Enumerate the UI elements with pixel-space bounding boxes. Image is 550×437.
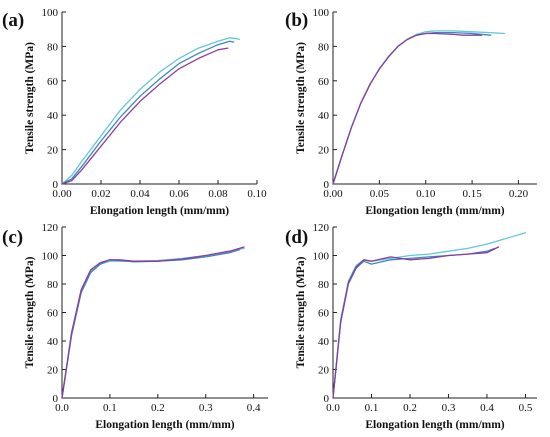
x-axis-label: Elongation length (mm/mm) [365, 205, 504, 217]
y-axis-label: Tensile strength (MPa) [295, 42, 307, 154]
series-line-3 [332, 32, 483, 185]
series-line-1 [61, 37, 241, 185]
y-tick-label: 40 [47, 110, 59, 122]
x-tick-label: 0.02 [91, 188, 110, 200]
y-tick-label: 80 [47, 279, 59, 291]
y-tick-label: 20 [47, 365, 59, 377]
y-tick-label: 120 [313, 222, 330, 234]
series-line-1 [61, 247, 245, 399]
panel-label: (b) [285, 10, 308, 31]
y-tick-label: 60 [47, 76, 59, 88]
y-tick-label: 80 [47, 41, 59, 53]
x-tick-label: 0.2 [151, 402, 165, 414]
x-tick-label: 0.3 [199, 402, 213, 414]
y-tick-label: 40 [318, 336, 330, 348]
y-tick-label: 20 [47, 145, 59, 157]
y-axis-label: Tensile strength (MPa) [24, 42, 36, 154]
x-tick-label: 0.20 [509, 188, 529, 200]
y-tick-label: 60 [318, 308, 330, 320]
x-tick-label: 0.10 [416, 188, 436, 200]
y-axis-label: Tensile strength (MPa) [295, 256, 307, 368]
y-tick-label: 0 [53, 179, 59, 191]
x-tick-label: 0.05 [370, 188, 390, 200]
x-axis-label: Elongation length (mm/mm) [95, 419, 234, 431]
panel-b: (b) 0.00 0.05 0.10 0.15 0.20 0 20 40 60 80 100 Elong… [285, 7, 537, 217]
y-tick-label: 0 [324, 179, 330, 191]
x-axis-label: Elongation length (mm/mm) [90, 205, 229, 217]
x-tick-label: 0.08 [208, 188, 228, 200]
x-tick-label: 0.3 [442, 402, 456, 414]
y-tick-label: 100 [42, 7, 59, 19]
y-tick-label: 40 [318, 110, 330, 122]
x-tick-label: 0.4 [480, 402, 494, 414]
series-line-1 [332, 232, 527, 399]
y-axis-label: Tensile strength (MPa) [24, 256, 36, 368]
y-tick-label: 100 [313, 251, 330, 263]
x-tick-label: 0.2 [403, 402, 417, 414]
series-line-2 [61, 40, 235, 185]
panel-a: (a) 0.00 0.02 0.04 0.06 0.08 0.10 0 20 40 60 80 100 E… [2, 7, 267, 217]
series-line-3 [61, 246, 245, 399]
x-tick-label: 0.06 [169, 188, 189, 200]
y-tick-label: 100 [313, 7, 330, 19]
panel-label: (a) [2, 10, 24, 31]
x-tick-label: 0.0 [326, 402, 340, 414]
y-tick-label: 20 [318, 365, 330, 377]
y-tick-label: 40 [47, 336, 59, 348]
panel-label: (c) [2, 227, 23, 248]
y-tick-label: 120 [42, 222, 59, 234]
x-tick-label: 0.00 [52, 188, 72, 200]
y-tick-label: 60 [47, 308, 59, 320]
y-tick-label: 60 [318, 76, 330, 88]
y-tick-label: 20 [318, 145, 330, 157]
series-line-3 [61, 47, 229, 185]
x-tick-label: 0.00 [323, 188, 343, 200]
series-line-2 [332, 31, 492, 185]
x-tick-label: 0.04 [130, 188, 150, 200]
panel-d: (d) 0.0 0.1 0.2 0.3 0.4 0.5 0 20 40 60 80 100 120 Elon… [285, 222, 537, 431]
y-tick-label: 0 [324, 393, 330, 405]
x-tick-label: 0.0 [55, 402, 69, 414]
panel-label: (d) [285, 227, 308, 248]
x-tick-label: 0.15 [462, 188, 482, 200]
x-tick-label: 0.4 [247, 402, 261, 414]
x-tick-label: 0.10 [247, 188, 267, 200]
x-tick-label: 0.1 [365, 402, 379, 414]
x-axis-label: Elongation length (mm/mm) [365, 419, 504, 431]
series-line-2 [332, 247, 496, 399]
panel-c: (c) 0.0 0.1 0.2 0.3 0.4 0 20 40 60 80 100 120 Elongat… [2, 222, 268, 431]
y-tick-label: 80 [318, 41, 330, 53]
x-tick-label: 0.5 [519, 402, 533, 414]
y-tick-label: 80 [318, 279, 330, 291]
series-line-2 [61, 249, 240, 399]
x-tick-label: 0.1 [103, 402, 117, 414]
y-tick-label: 0 [53, 393, 59, 405]
series-line-3 [332, 246, 500, 399]
y-tick-label: 100 [42, 251, 59, 263]
